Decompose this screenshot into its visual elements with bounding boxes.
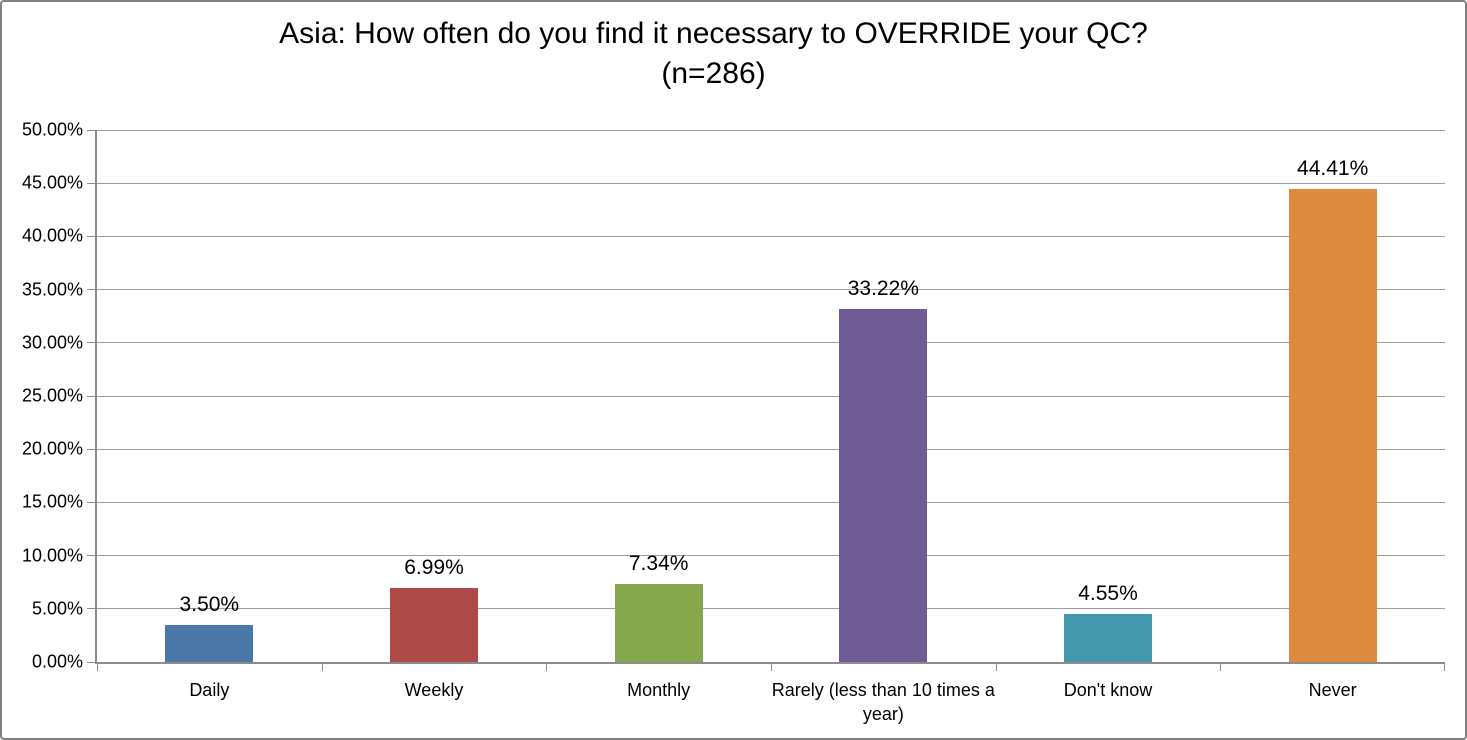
- y-axis-tick: [87, 555, 95, 557]
- bar-value-label: 7.34%: [628, 551, 689, 575]
- x-axis-tick: [1220, 664, 1221, 671]
- y-axis-tick-label: 45.00%: [21, 172, 83, 193]
- x-category-label: Don't know: [1063, 680, 1153, 700]
- y-axis-tick-label: 25.00%: [21, 385, 83, 406]
- gridline: [97, 235, 1445, 237]
- bar-daily: [165, 624, 254, 662]
- gridline: [97, 501, 1445, 503]
- x-category-label: Daily: [189, 680, 230, 700]
- gridline: [97, 608, 1445, 610]
- y-axis-tick: [87, 661, 95, 663]
- x-axis-tick: [322, 664, 323, 671]
- y-axis-tick: [87, 129, 95, 131]
- y-axis-tick: [87, 289, 95, 291]
- y-axis-tick: [87, 448, 95, 450]
- y-axis-tick-label: 10.00%: [21, 545, 83, 566]
- chart-title-line2: (n=286): [661, 56, 766, 90]
- gridline: [97, 182, 1445, 184]
- bar-never: [1288, 189, 1377, 662]
- bar-value-label: 4.55%: [1078, 581, 1138, 605]
- y-axis-tick: [87, 342, 95, 344]
- bar-monthly: [614, 583, 703, 662]
- bar-rarely-less-than-10-times-a-year: [839, 308, 928, 662]
- bar-value-label: 44.41%: [1297, 157, 1369, 181]
- y-axis-tick-label: 40.00%: [21, 225, 83, 246]
- x-axis-tick: [546, 664, 547, 671]
- x-category-label: Rarely (less than 10 times a year): [771, 680, 995, 725]
- y-axis-tick-label: 15.00%: [21, 491, 83, 512]
- y-axis-tick-label: 30.00%: [21, 332, 83, 353]
- x-axis-tick: [771, 664, 772, 671]
- y-axis-tick-label: 5.00%: [31, 598, 83, 619]
- gridline: [97, 342, 1445, 344]
- y-axis-tick: [87, 182, 95, 184]
- bar-value-label: 3.50%: [179, 592, 240, 616]
- gridline: [97, 555, 1445, 557]
- plot-area: 0.00% 5.00% 10.00% 15.00% 20.00% 25.00% 30.00%…: [22, 120, 1445, 724]
- bar-value-label: 33.22%: [847, 276, 919, 300]
- chart-title-line1: Asia: How often do you find it necessary…: [279, 17, 1148, 50]
- x-category-label: Weekly: [404, 680, 464, 700]
- y-axis-tick: [87, 501, 95, 503]
- gridline: [97, 448, 1445, 450]
- y-axis-tick-label: 35.00%: [21, 279, 83, 300]
- gridline: [97, 289, 1445, 291]
- x-axis-tick: [996, 664, 997, 671]
- y-axis-tick: [87, 608, 95, 610]
- y-axis-tick-label: 20.00%: [21, 438, 83, 459]
- x-axis-tick: [97, 664, 98, 671]
- chart-title: Asia: How often do you find it necessary…: [2, 14, 1425, 94]
- bar-weekly: [390, 587, 478, 662]
- gridline: [97, 395, 1445, 397]
- y-axis-tick-label: 0.00%: [31, 651, 83, 672]
- y-axis-tick: [87, 395, 95, 397]
- y-axis-tick: [87, 235, 95, 237]
- x-category-label: Never: [1308, 680, 1357, 700]
- bar-don-t-know: [1064, 613, 1152, 662]
- x-category-label: Monthly: [627, 680, 691, 700]
- gridline: [97, 129, 1445, 131]
- x-axis-tick: [1444, 664, 1445, 671]
- bar-value-label: 6.99%: [404, 555, 464, 579]
- y-axis-tick-label: 50.00%: [21, 119, 83, 140]
